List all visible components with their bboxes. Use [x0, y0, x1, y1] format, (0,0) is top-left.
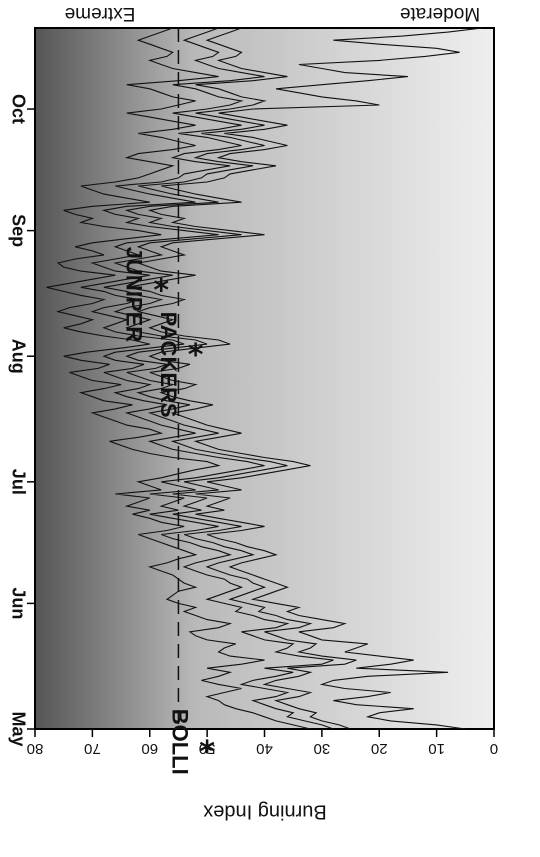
- y-tick-label-50: 50: [199, 740, 216, 757]
- series-line-1: [46, 27, 311, 730]
- x-tick-label-oct: Oct: [8, 94, 28, 124]
- x-tick-label-aug: Aug: [8, 339, 28, 374]
- annotation-label-juniper: JUNIPER: [122, 247, 147, 342]
- x-tick-label-sep: Sep: [8, 214, 28, 247]
- gradient-label-moderate: Moderate: [400, 3, 480, 24]
- y-tick-label-70: 70: [84, 740, 101, 757]
- y-tick-label-80: 80: [27, 740, 44, 757]
- gradient-label-extreme: Extreme: [65, 3, 136, 24]
- series-line-4: [126, 27, 483, 730]
- annotation-star-2: *: [188, 338, 204, 373]
- x-tick-label-may: May: [8, 711, 28, 746]
- annotation-label-packers: PACKERS: [156, 312, 181, 418]
- y-tick-label-40: 40: [256, 740, 273, 757]
- x-tick-label-jun: Jun: [8, 587, 28, 619]
- annotation-star-3: *: [153, 273, 169, 308]
- series-line-3: [103, 27, 357, 730]
- annotation-label-bolli: BOLLI: [168, 709, 193, 775]
- y-tick-label-30: 30: [314, 740, 331, 757]
- y-tick-label-20: 20: [371, 740, 388, 757]
- x-tick-label-jul: Jul: [8, 469, 28, 495]
- annotation-star-1: *: [199, 735, 215, 770]
- y-axis-title: Burning Index: [203, 800, 326, 822]
- series-group: [46, 27, 483, 730]
- plot-background: [34, 27, 495, 730]
- y-tick-label-60: 60: [141, 740, 158, 757]
- series-line-2: [80, 27, 334, 730]
- y-tick-label-0: 0: [490, 740, 498, 757]
- y-tick-label-10: 10: [428, 740, 445, 757]
